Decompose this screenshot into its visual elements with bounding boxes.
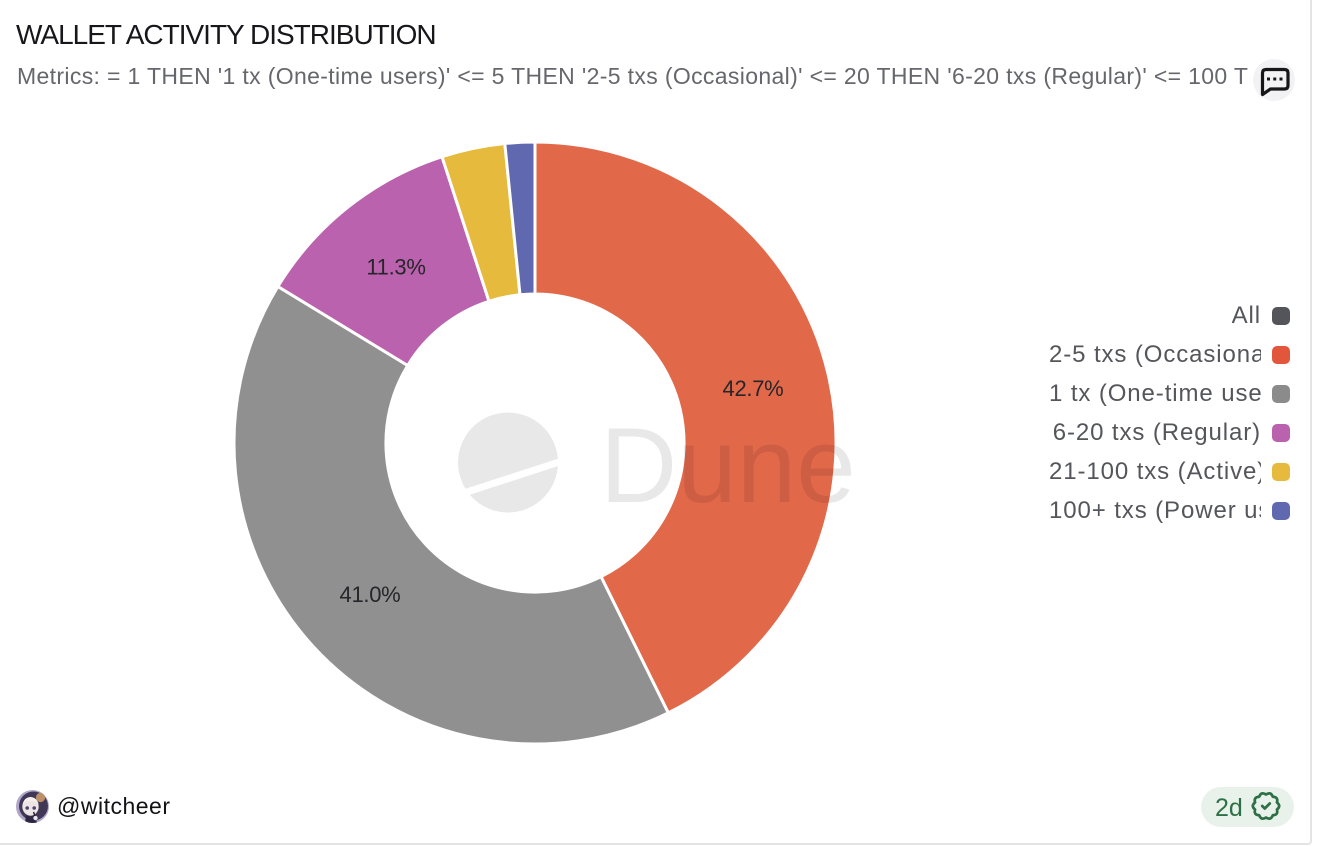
svg-text:11.3%: 11.3% bbox=[366, 255, 425, 280]
svg-text:41.0%: 41.0% bbox=[340, 582, 401, 607]
svg-text:42.7%: 42.7% bbox=[723, 376, 784, 401]
svg-text:Dune: Dune bbox=[600, 405, 856, 525]
